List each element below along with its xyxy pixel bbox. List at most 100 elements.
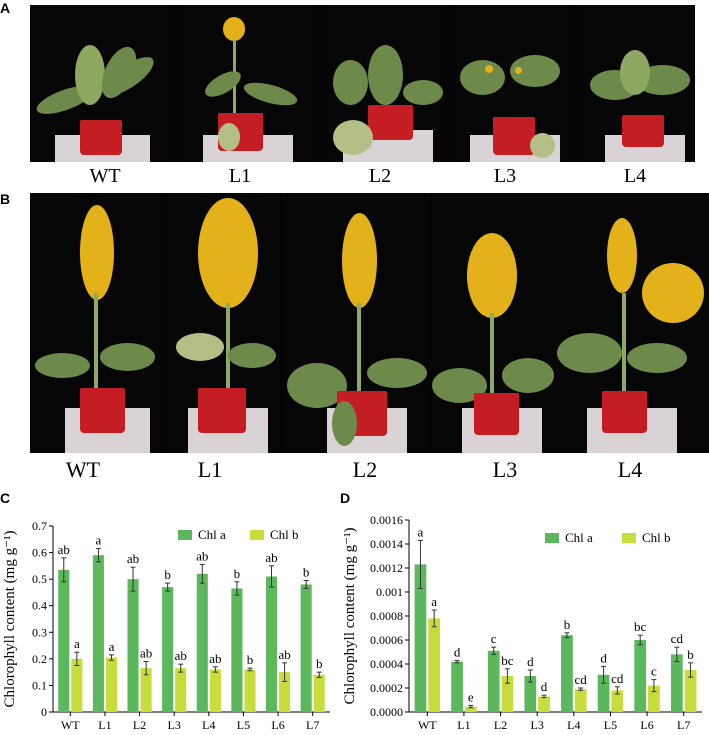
bar-chl-a [127, 579, 139, 712]
x-tick-label: L3 [531, 718, 544, 732]
y-tick-label: 0.0002 [370, 681, 403, 695]
significance-label: b [303, 564, 310, 579]
panel-b-label-wt: WT [65, 457, 101, 482]
significance-label: ab [265, 550, 277, 565]
y-tick-label: 0.6 [32, 546, 47, 560]
plant-photo-a-l3 [455, 5, 567, 162]
bar-chl-b [105, 657, 118, 712]
bar-chl-a [561, 635, 573, 712]
bar-chl-b [428, 618, 441, 712]
y-tick-label: 0.0006 [370, 633, 403, 647]
x-tick-label: WT [418, 718, 437, 732]
y-tick-label: 0.0016 [370, 513, 403, 527]
legend-label: Chl b [270, 527, 299, 542]
chart-d: 0.0000 0.0002 0.0004 0.0006 0.0008 0.001 0.001… [342, 513, 702, 732]
significance-label: b [564, 617, 571, 632]
plant-photo-b-l3 [432, 193, 557, 453]
x-tick-label: L5 [604, 718, 617, 732]
significance-label: b [164, 567, 171, 582]
y-tick-label: 0.5 [32, 572, 47, 586]
bar-chl-b [538, 696, 550, 712]
legend-label: Chl b [642, 530, 671, 545]
y-axis-label: Chlorophyll content (mg g⁻¹) [342, 528, 358, 705]
panel-a-label-l1: L1 [228, 165, 252, 187]
y-tick-label: 0.1 [32, 678, 47, 692]
panel-b-label-l2: L2 [352, 457, 378, 482]
significance-label: b [316, 656, 323, 671]
legend-label: Chl a [565, 530, 593, 545]
bar-chl-a [634, 640, 647, 712]
x-tick-label: L6 [271, 718, 284, 732]
significance-label: d [600, 650, 607, 665]
panel-a-label-l2: L2 [368, 165, 392, 187]
panel-b-label-l4: L4 [617, 457, 643, 482]
y-tick-label: 0.0000 [370, 705, 403, 719]
panel-letter-a: A [0, 0, 11, 16]
significance-label: c [491, 631, 497, 646]
bar-chl-a [300, 584, 312, 712]
significance-label: a [418, 524, 424, 539]
bar-chl-b [313, 674, 325, 712]
y-tick-label: 0.0014 [370, 537, 403, 551]
plant-photo-a-l4 [580, 5, 695, 162]
bar-chl-b [279, 672, 291, 712]
bar-chl-b [175, 668, 187, 712]
panel-letter-b: B [0, 191, 11, 207]
x-tick-label: L1 [457, 718, 470, 732]
significance-label: c [651, 664, 657, 679]
bar-chl-b [684, 670, 697, 712]
significance-label: d [541, 679, 548, 694]
significance-label: b [247, 652, 254, 667]
bar-chl-b [71, 658, 83, 712]
bar-chl-a [231, 588, 243, 712]
bar-chl-a [196, 573, 208, 712]
y-tick-label: 0.0004 [370, 657, 403, 671]
significance-label: bc [501, 653, 514, 668]
legend-swatch-chl-a [178, 530, 192, 540]
panel-b-label-l1: L1 [197, 457, 223, 482]
bar-chl-a [670, 654, 683, 712]
significance-label: b [234, 566, 241, 581]
significance-label: ab [140, 646, 152, 661]
bar-chl-a [414, 564, 427, 712]
legend-swatch-chl-b [250, 530, 264, 540]
significance-label: ab [127, 551, 139, 566]
significance-label: ab [278, 647, 290, 662]
significance-label: ab [209, 651, 221, 666]
significance-label: a [96, 533, 102, 548]
bar-chl-b [611, 690, 624, 712]
x-tick-label: L5 [237, 718, 250, 732]
bar-chl-a [58, 569, 70, 712]
x-tick-label: L2 [133, 718, 146, 732]
legend-swatch-chl-a [545, 533, 559, 543]
plant-photo-b-l1 [168, 193, 280, 453]
bar-chl-b [501, 676, 514, 712]
significance-label: a [74, 636, 80, 651]
x-tick-label: L4 [567, 718, 580, 732]
significance-label: d [527, 654, 534, 669]
significance-label: cd [575, 672, 588, 687]
bar-chl-b [140, 668, 152, 712]
panel-a-label-l3: L3 [493, 165, 517, 187]
significance-label: cd [671, 631, 684, 646]
panel-a-label-wt: WT [89, 165, 121, 187]
bar-chl-b [648, 685, 660, 712]
plant-photo-a-l2 [328, 5, 445, 162]
y-tick-label: 0.7 [32, 519, 47, 533]
x-tick-label: L4 [202, 718, 215, 732]
panel-b-label-l3: L3 [492, 457, 518, 482]
panel-letter-d: D [340, 490, 351, 506]
y-tick-label: 0.001 [376, 585, 403, 599]
bar-chl-a [597, 674, 610, 712]
y-tick-label: 0.4 [32, 599, 47, 613]
panel-letter-c: C [0, 490, 11, 506]
plant-photo-b-l4 [557, 193, 709, 453]
x-tick-label: L7 [677, 718, 690, 732]
bar-chl-a [524, 676, 537, 712]
y-axis-label: Chlorophyll content (mg g⁻¹) [2, 531, 18, 708]
y-tick-label: 0.0012 [370, 561, 403, 575]
plant-photo-b-l2 [282, 193, 430, 453]
significance-label: cd [611, 671, 624, 686]
plant-photo-b-wt [30, 193, 160, 453]
significance-label: e [468, 689, 474, 704]
